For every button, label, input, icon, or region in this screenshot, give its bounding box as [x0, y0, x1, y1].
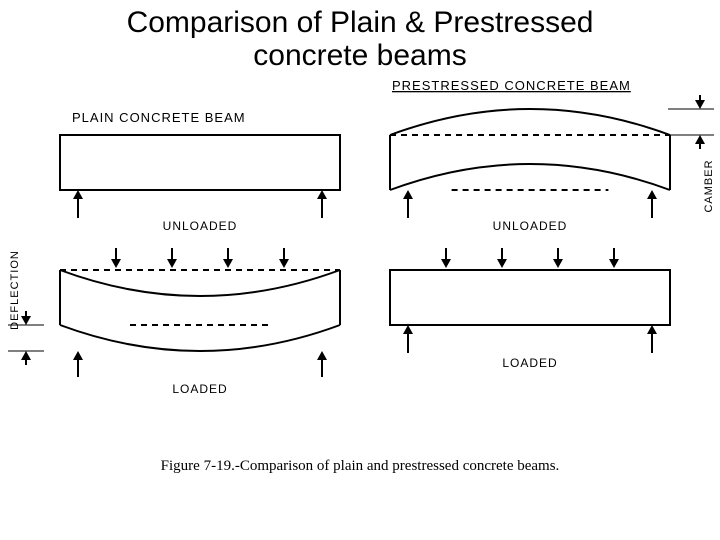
page-title: Comparison of Plain & Prestressed concre…: [0, 6, 720, 72]
diagram-svg: PLAIN CONCRETE BEAM PRESTRESSED CONCRETE …: [0, 80, 720, 450]
figure-caption: Figure 7-19.-Comparison of plain and pre…: [0, 458, 720, 475]
svg-text:LOADED: LOADED: [172, 382, 227, 396]
svg-text:UNLOADED: UNLOADED: [163, 219, 238, 233]
title-line-2: concrete beams: [253, 39, 466, 72]
diagram-container: PLAIN CONCRETE BEAM PRESTRESSED CONCRETE …: [0, 80, 720, 450]
svg-text:CAMBER: CAMBER: [703, 159, 715, 212]
svg-text:LOADED: LOADED: [502, 356, 557, 370]
svg-text:DEFLECTION: DEFLECTION: [9, 250, 21, 330]
svg-text:PLAIN CONCRETE BEAM: PLAIN CONCRETE BEAM: [72, 110, 246, 125]
title-line-1: Comparison of Plain & Prestressed: [127, 6, 594, 39]
svg-text:PRESTRESSED CONCRETE BEAM: PRESTRESSED CONCRETE BEAM: [392, 80, 631, 93]
svg-text:UNLOADED: UNLOADED: [493, 219, 568, 233]
page-root: Comparison of Plain & Prestressed concre…: [0, 0, 720, 540]
